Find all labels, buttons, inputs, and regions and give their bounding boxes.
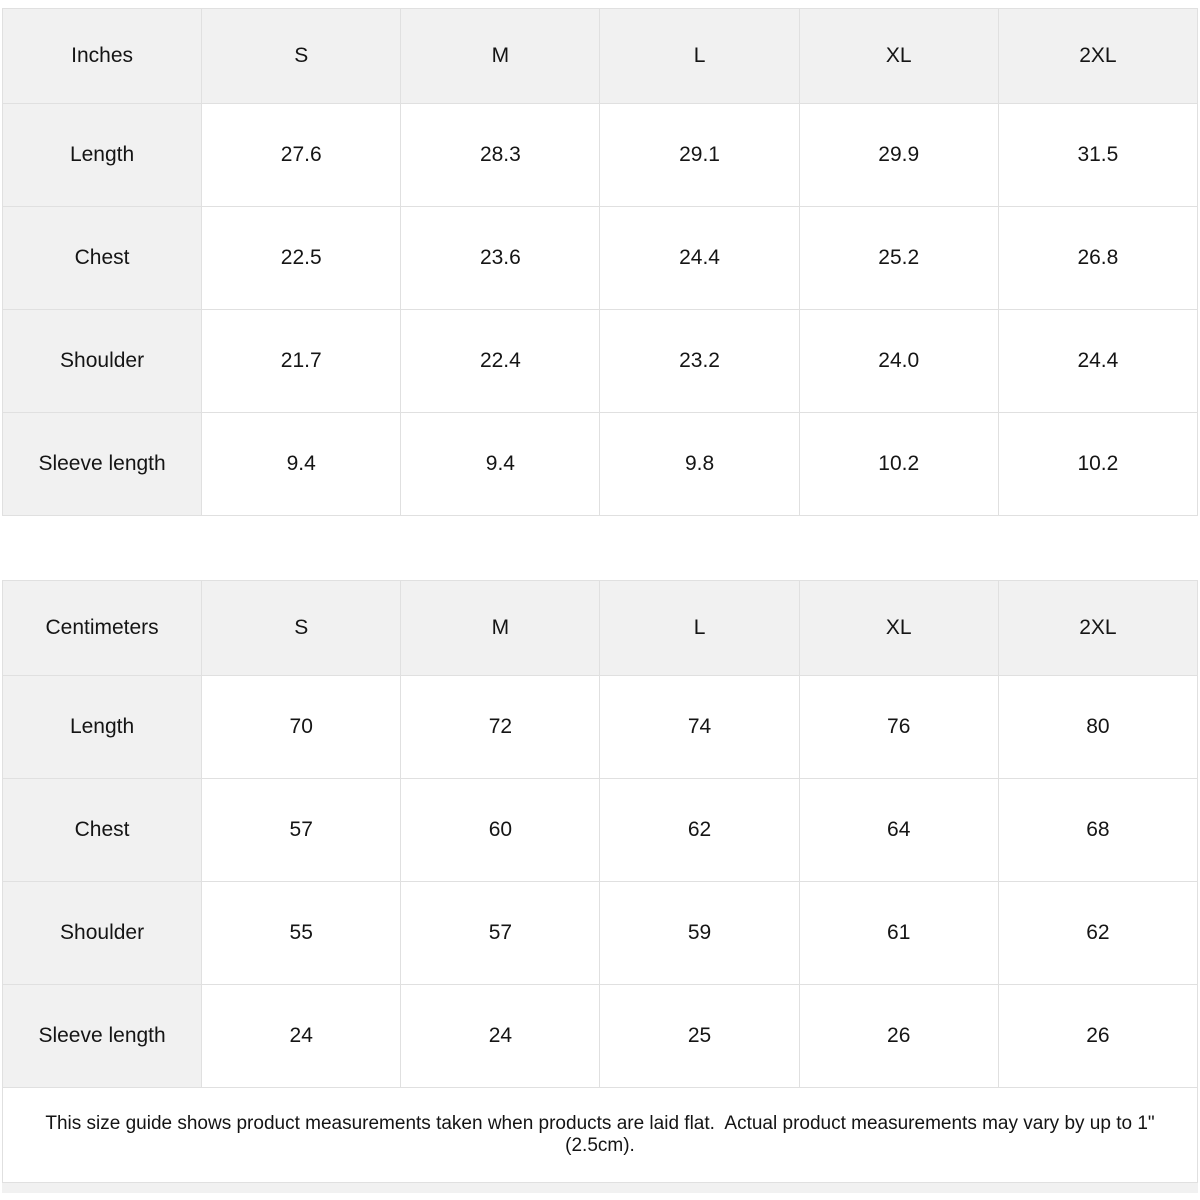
table-row: Shoulder 55 57 59 61 62 [1, 881, 1199, 985]
measurement-label: Sleeve length [1, 984, 203, 1088]
measurement-value: 68 [997, 778, 1199, 882]
table-row: Length 27.6 28.3 29.1 29.9 31.5 [1, 103, 1199, 207]
size-header-l: L [599, 580, 800, 676]
measurement-value: 29.1 [599, 103, 800, 207]
measurement-value: 57 [201, 778, 402, 882]
measurement-label: Length [1, 675, 203, 779]
measurement-value: 60 [400, 778, 601, 882]
header-row: Inches S M L XL 2XL [1, 8, 1199, 104]
size-header-s: S [201, 580, 402, 676]
header-row: Centimeters S M L XL 2XL [1, 580, 1199, 676]
unit-label: Centimeters [1, 580, 203, 676]
measurement-value: 70 [201, 675, 402, 779]
measurement-value: 62 [997, 881, 1199, 985]
measurement-value: 29.9 [798, 103, 999, 207]
measurement-value: 24.0 [798, 309, 999, 413]
measurement-value: 61 [798, 881, 999, 985]
measurement-value: 26 [997, 984, 1199, 1088]
measurement-value: 76 [798, 675, 999, 779]
measurement-value: 55 [201, 881, 402, 985]
footer-note-text: This size guide shows product measuremen… [45, 1113, 1160, 1156]
size-header-xl: XL [798, 580, 999, 676]
measurement-label: Chest [1, 778, 203, 882]
footer-note: This size guide shows product measuremen… [2, 1088, 1198, 1183]
measurement-value: 57 [400, 881, 601, 985]
measurement-value: 74 [599, 675, 800, 779]
table-gap [2, 516, 1198, 580]
measurement-value: 24.4 [599, 206, 800, 310]
measurement-value: 23.6 [400, 206, 601, 310]
table-row: Chest 57 60 62 64 68 [1, 778, 1199, 882]
size-header-xl: XL [798, 8, 999, 104]
measurement-value: 80 [997, 675, 1199, 779]
measurement-label: Chest [1, 206, 203, 310]
size-header-l: L [599, 8, 800, 104]
measurement-value: 10.2 [798, 412, 999, 516]
size-header-2xl: 2XL [997, 580, 1199, 676]
measurement-value: 22.5 [201, 206, 402, 310]
bottom-strip [2, 1183, 1198, 1193]
measurement-value: 59 [599, 881, 800, 985]
table-row: Chest 22.5 23.6 24.4 25.2 26.8 [1, 206, 1199, 310]
size-table-inches: Inches S M L XL 2XL Length 27.6 28.3 29.1 29.9 31.5… [1, 8, 1199, 516]
unit-label: Inches [1, 8, 203, 104]
size-header-2xl: 2XL [997, 8, 1199, 104]
measurement-value: 26.8 [997, 206, 1199, 310]
size-header-m: M [400, 8, 601, 104]
table-row: Sleeve length 9.4 9.4 9.8 10.2 10.2 [1, 412, 1199, 516]
measurement-value: 24 [201, 984, 402, 1088]
measurement-value: 24 [400, 984, 601, 1088]
measurement-value: 9.8 [599, 412, 800, 516]
table-row: Length 70 72 74 76 80 [1, 675, 1199, 779]
measurement-value: 62 [599, 778, 800, 882]
measurement-value: 22.4 [400, 309, 601, 413]
measurement-label: Shoulder [1, 309, 203, 413]
size-header-s: S [201, 8, 402, 104]
table-row: Sleeve length 24 24 25 26 26 [1, 984, 1199, 1088]
measurement-value: 27.6 [201, 103, 402, 207]
measurement-value: 23.2 [599, 309, 800, 413]
measurement-value: 64 [798, 778, 999, 882]
measurement-value: 9.4 [400, 412, 601, 516]
measurement-value: 28.3 [400, 103, 601, 207]
measurement-value: 9.4 [201, 412, 402, 516]
measurement-value: 72 [400, 675, 601, 779]
measurement-value: 31.5 [997, 103, 1199, 207]
measurement-value: 21.7 [201, 309, 402, 413]
size-header-m: M [400, 580, 601, 676]
measurement-value: 25 [599, 984, 800, 1088]
measurement-label: Sleeve length [1, 412, 203, 516]
measurement-value: 24.4 [997, 309, 1199, 413]
measurement-value: 26 [798, 984, 999, 1088]
measurement-label: Length [1, 103, 203, 207]
measurement-value: 10.2 [997, 412, 1199, 516]
measurement-label: Shoulder [1, 881, 203, 985]
table-row: Shoulder 21.7 22.4 23.2 24.0 24.4 [1, 309, 1199, 413]
measurement-value: 25.2 [798, 206, 999, 310]
size-table-centimeters: Centimeters S M L XL 2XL Length 70 72 74 76 80 Chest… [1, 580, 1199, 1088]
